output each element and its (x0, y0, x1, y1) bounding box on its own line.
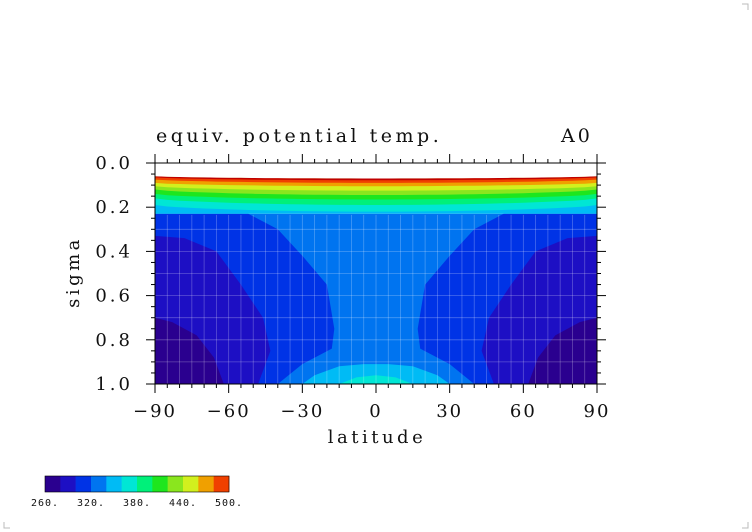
x-tick-label: −60 (207, 401, 251, 422)
colorbar-label: 320. (77, 498, 105, 509)
colorbar-label: 380. (123, 498, 151, 509)
y-axis-label: sigma (63, 236, 84, 308)
x-tick-labels: −90 −60 −30 0 30 60 90 (133, 401, 611, 422)
colorbar-swatch (106, 476, 122, 492)
y-tick-label: 1.0 (95, 374, 133, 395)
contour-band-500 (155, 176, 597, 181)
y-tick-labels: 0.0 0.2 0.4 0.6 0.8 1.0 (95, 153, 133, 395)
y-tick-label: 0.8 (95, 330, 133, 351)
x-tick-label: −30 (280, 401, 324, 422)
colorbar-swatch (183, 476, 199, 492)
x-tick-label: 90 (584, 401, 611, 422)
colorbar-label: 500. (215, 498, 243, 509)
colorbar-swatch (167, 476, 184, 492)
colorbar-labels: 260. 320. 380. 440. 500. (31, 498, 243, 509)
x-axis-label: latitude (328, 427, 426, 448)
y-tick-label: 0.6 (95, 286, 133, 307)
chart-title: equiv. potential temp. (156, 125, 442, 147)
x-tick-label: 60 (510, 401, 537, 422)
model-top-blank (155, 163, 597, 179)
contour-region-coldest-right (528, 317, 597, 384)
x-tick-label: 0 (369, 401, 382, 422)
colorbar-swatch (198, 476, 214, 492)
x-tick-label: −90 (133, 401, 177, 422)
colorbar-swatch (91, 476, 107, 492)
y-tick-label: 0.0 (95, 153, 133, 174)
x-tick-label: 30 (436, 401, 463, 422)
colorbar-label: 440. (169, 498, 197, 509)
colorbar-frame (44, 475, 230, 493)
contour-region-coldest-left (155, 317, 224, 384)
colorbar-swatch (121, 476, 138, 492)
colorbar-swatch (45, 476, 61, 492)
contour-region-warmest-surface (339, 375, 413, 384)
y-tick-label: 0.2 (95, 197, 133, 218)
colorbar-label: 260. (31, 498, 59, 509)
colorbar-swatch (152, 476, 168, 492)
chart-panel-label: A0 (560, 125, 593, 147)
y-tick-label: 0.4 (95, 241, 133, 262)
colorbar (44, 475, 230, 493)
axis-ticks (146, 154, 606, 393)
contour-region-warm-surface (302, 364, 450, 384)
contour-fill-layer (155, 163, 597, 384)
colorbar-swatch (60, 476, 76, 492)
colorbar-swatch (213, 476, 230, 492)
colorbar-swatch (75, 476, 92, 492)
crop-marks (3, 3, 749, 529)
colorbar-swatch (137, 476, 153, 492)
